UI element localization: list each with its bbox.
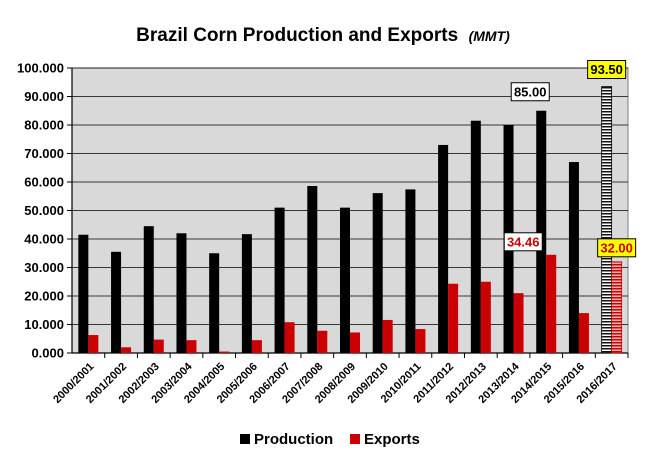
y-tick-label: 30.000: [24, 260, 64, 275]
annotation-label: 34.46: [507, 234, 540, 249]
bar-production: [176, 233, 187, 353]
annotation-label: 32.00: [600, 240, 633, 255]
bar-exports: [350, 332, 360, 353]
annotation-label: 93.50: [590, 62, 623, 77]
bar-exports: [513, 293, 524, 353]
annotation-box: [597, 238, 637, 258]
bar-exports: [121, 347, 132, 353]
bar-production: [78, 234, 89, 353]
y-tick-label: 90.000: [24, 89, 64, 104]
bar-production: [568, 162, 579, 353]
bar-production: [470, 120, 481, 353]
bar-exports: [611, 261, 623, 354]
plot-area: 0.000 10.000 20.000 30.000 40.000 50.000 60.00…: [17, 60, 637, 448]
bar-exports: [88, 335, 99, 353]
bar-production: [601, 86, 613, 354]
bar-production: [536, 110, 547, 353]
bar-production: [111, 251, 122, 353]
bar-production: [372, 193, 383, 353]
bar-exports: [546, 254, 557, 353]
annotation-box: [587, 60, 627, 80]
bar-production: [274, 207, 285, 353]
y-tick-label: 0.000: [31, 346, 64, 361]
bar-production: [209, 253, 220, 353]
bar-exports: [153, 339, 164, 353]
bar-exports: [382, 319, 393, 353]
chart-title-text: Brazil Corn Production and Exports: [136, 25, 458, 46]
legend-swatch: [350, 434, 360, 444]
y-tick-label: 10.000: [24, 317, 64, 332]
legend-swatch: [240, 434, 250, 444]
bar-production: [143, 226, 154, 353]
legend-label: Production: [254, 431, 333, 448]
y-tick-label: 70.000: [24, 146, 64, 161]
annotation-label: 85.00: [514, 84, 547, 99]
y-tick-label: 60.000: [24, 175, 64, 190]
bar-production: [241, 234, 252, 353]
y-tick-label: 50.000: [24, 203, 64, 218]
bar-exports: [219, 351, 230, 353]
bar-production: [307, 185, 318, 353]
bar-exports: [448, 283, 459, 353]
bar-exports: [186, 340, 197, 353]
y-tick-label: 40.000: [24, 232, 64, 247]
bar-exports: [480, 281, 491, 353]
bar-exports: [578, 313, 589, 353]
annotation-box: [510, 82, 550, 102]
bar-exports: [317, 330, 328, 353]
bar-exports: [284, 322, 295, 353]
chart-title: Brazil Corn Production and Exports (MMT): [136, 25, 510, 46]
bar-exports: [251, 340, 262, 353]
bar-exports: [415, 329, 426, 353]
bar-production: [438, 144, 449, 353]
y-tick-label: 80.000: [24, 118, 64, 133]
bar-production: [340, 207, 350, 353]
y-tick-label: 20.000: [24, 289, 64, 304]
y-tick-label: 100.000: [17, 61, 64, 76]
bar-production: [405, 189, 416, 353]
annotation-box: [503, 232, 543, 252]
chart-title-unit: (MMT): [469, 28, 511, 44]
legend-label: Exports: [364, 431, 420, 448]
